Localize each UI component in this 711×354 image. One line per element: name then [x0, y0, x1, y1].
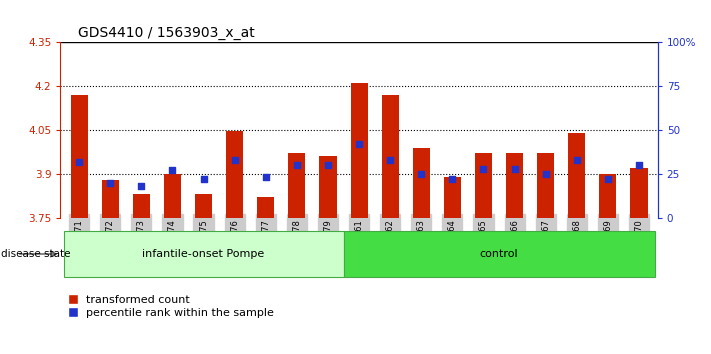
Bar — [537, 153, 555, 218]
Bar — [226, 131, 243, 218]
Bar — [351, 83, 368, 218]
Bar — [475, 153, 492, 218]
Bar — [343, 231, 655, 277]
Point — [198, 176, 209, 182]
Point — [509, 166, 520, 171]
Point — [260, 175, 272, 180]
Bar — [444, 177, 461, 218]
Bar — [164, 174, 181, 218]
Point — [602, 176, 614, 182]
Point — [229, 157, 240, 163]
Bar — [319, 156, 336, 218]
Bar — [257, 197, 274, 218]
Bar — [599, 174, 616, 218]
Point — [166, 167, 178, 173]
Point — [385, 157, 396, 163]
Bar — [102, 180, 119, 218]
Bar — [506, 153, 523, 218]
Text: infantile-onset Pompe: infantile-onset Pompe — [142, 249, 264, 259]
Point — [634, 162, 645, 168]
Bar — [70, 95, 87, 218]
Bar — [63, 231, 343, 277]
Point — [73, 159, 85, 165]
Bar — [195, 194, 212, 218]
Text: disease state: disease state — [1, 249, 70, 259]
Point — [353, 141, 365, 147]
Legend: transformed count, percentile rank within the sample: transformed count, percentile rank withi… — [66, 292, 276, 320]
Point — [105, 180, 116, 185]
Bar — [288, 153, 306, 218]
Point — [478, 166, 489, 171]
Bar — [412, 148, 430, 218]
Text: control: control — [480, 249, 518, 259]
Text: GDS4410 / 1563903_x_at: GDS4410 / 1563903_x_at — [78, 26, 255, 40]
Point — [136, 183, 147, 189]
Point — [415, 171, 427, 177]
Bar — [382, 95, 399, 218]
Bar — [133, 194, 150, 218]
Point — [322, 162, 333, 168]
Bar — [568, 133, 585, 218]
Point — [292, 162, 303, 168]
Point — [540, 171, 552, 177]
Point — [447, 176, 458, 182]
Bar — [631, 168, 648, 218]
Point — [571, 157, 582, 163]
